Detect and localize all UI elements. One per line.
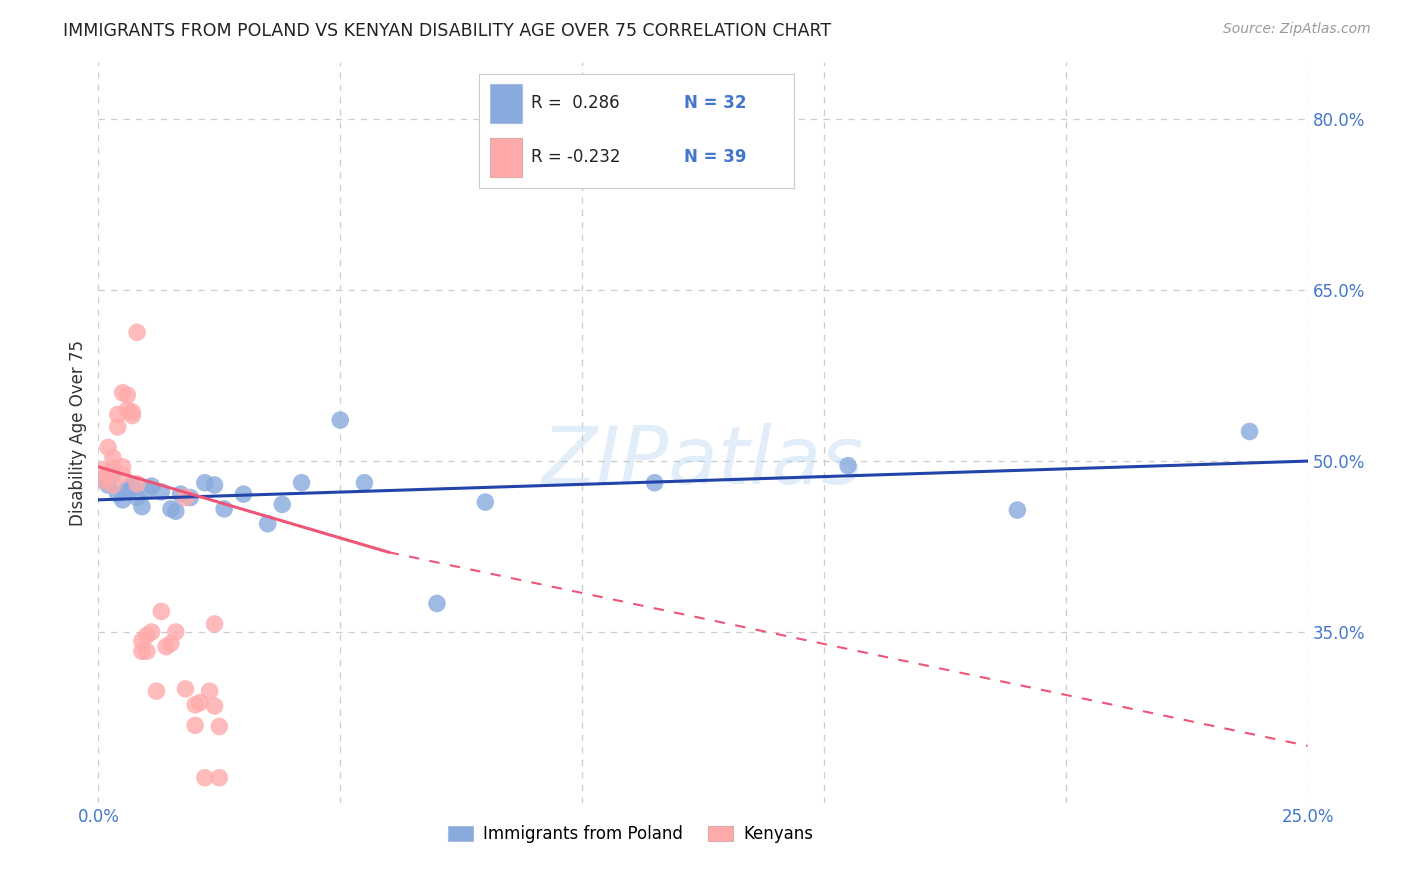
- Point: [111, 385, 134, 400]
- Point: [150, 484, 173, 499]
- Point: [208, 771, 231, 785]
- Point: [107, 420, 129, 434]
- Point: [256, 516, 278, 531]
- Point: [91, 474, 114, 488]
- Point: [474, 495, 496, 509]
- Point: [160, 636, 183, 650]
- Point: [97, 441, 120, 455]
- Point: [644, 475, 666, 490]
- Point: [194, 771, 217, 785]
- Text: ZIPatlas: ZIPatlas: [541, 423, 865, 501]
- Point: [155, 640, 177, 654]
- Point: [271, 497, 294, 511]
- Point: [150, 604, 173, 618]
- Point: [169, 487, 191, 501]
- Text: Source: ZipAtlas.com: Source: ZipAtlas.com: [1223, 22, 1371, 37]
- Point: [141, 479, 163, 493]
- Point: [121, 405, 143, 419]
- Point: [208, 719, 231, 733]
- Y-axis label: Disability Age Over 75: Disability Age Over 75: [69, 340, 87, 525]
- Point: [97, 478, 120, 492]
- Point: [131, 644, 153, 658]
- Point: [160, 502, 183, 516]
- Point: [165, 624, 187, 639]
- Point: [101, 461, 124, 475]
- Point: [135, 483, 157, 498]
- Point: [188, 696, 211, 710]
- Point: [329, 413, 352, 427]
- Point: [101, 478, 124, 492]
- Point: [837, 458, 859, 473]
- Point: [1007, 503, 1029, 517]
- Point: [145, 684, 167, 698]
- Point: [174, 491, 197, 505]
- Point: [165, 504, 187, 518]
- Point: [184, 698, 207, 712]
- Point: [121, 478, 143, 492]
- Point: [194, 475, 217, 490]
- Legend: Immigrants from Poland, Kenyans: Immigrants from Poland, Kenyans: [441, 819, 820, 850]
- Point: [135, 628, 157, 642]
- Point: [111, 492, 134, 507]
- Point: [198, 684, 221, 698]
- Point: [184, 718, 207, 732]
- Point: [127, 326, 149, 340]
- Point: [91, 463, 114, 477]
- Point: [107, 408, 129, 422]
- Point: [117, 388, 139, 402]
- Point: [204, 478, 226, 492]
- Point: [290, 475, 312, 490]
- Point: [204, 698, 226, 713]
- Point: [174, 681, 197, 696]
- Point: [135, 644, 157, 658]
- Point: [117, 402, 139, 417]
- Point: [107, 487, 129, 501]
- Point: [131, 500, 153, 514]
- Point: [1239, 425, 1261, 439]
- Point: [353, 475, 375, 490]
- Point: [426, 597, 449, 611]
- Point: [111, 467, 134, 482]
- Point: [212, 502, 235, 516]
- Point: [117, 483, 139, 497]
- Point: [141, 624, 163, 639]
- Point: [127, 491, 149, 505]
- Point: [111, 459, 134, 474]
- Point: [127, 476, 149, 491]
- Point: [121, 482, 143, 496]
- Point: [232, 487, 254, 501]
- Text: IMMIGRANTS FROM POLAND VS KENYAN DISABILITY AGE OVER 75 CORRELATION CHART: IMMIGRANTS FROM POLAND VS KENYAN DISABIL…: [63, 22, 831, 40]
- Point: [179, 491, 201, 505]
- Point: [101, 467, 124, 481]
- Point: [101, 450, 124, 465]
- Point: [91, 474, 114, 488]
- Point: [204, 617, 226, 632]
- Point: [121, 409, 143, 423]
- Point: [97, 467, 120, 482]
- Point: [131, 634, 153, 648]
